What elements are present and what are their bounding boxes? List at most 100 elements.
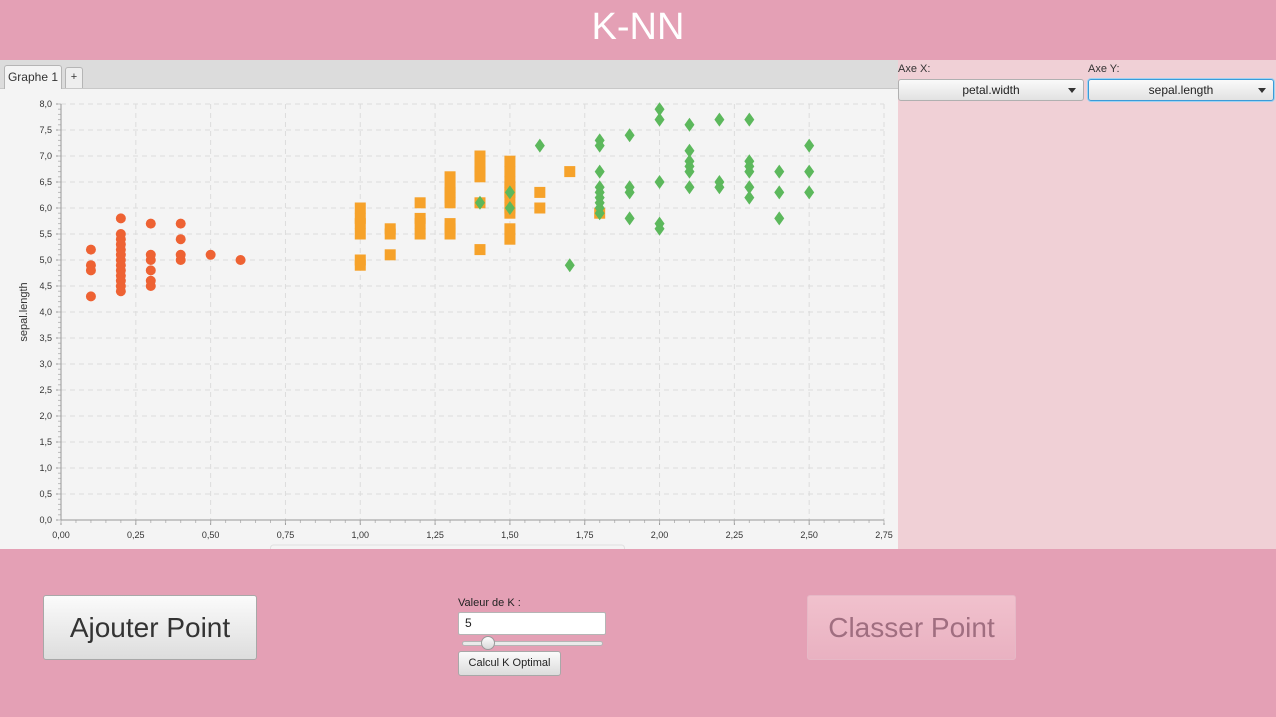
data-point-virginica xyxy=(534,138,545,153)
x-tick-label: 0,75 xyxy=(277,530,295,540)
data-point-versicolor xyxy=(504,166,516,178)
data-point-virginica xyxy=(774,185,785,200)
k-slider-thumb[interactable] xyxy=(481,636,496,650)
data-point-setosa xyxy=(85,291,96,302)
data-point-versicolor xyxy=(444,228,456,240)
axis-settings-panel: Axe X: petal.width Axe Y: sepal.length xyxy=(898,60,1276,549)
tab-graphe-1[interactable]: Graphe 1 xyxy=(4,65,62,89)
scatter-chart[interactable]: 0,0 0,5 1,0 1,5 2,0 2,5 3,0 3,5 4,0 4,5 5,0 5,5 6,0 6… xyxy=(0,89,898,549)
tab-header: Graphe 1 + xyxy=(0,60,898,89)
data-point-setosa xyxy=(85,265,96,276)
x-tick-label: 2,75 xyxy=(875,530,893,540)
data-point-versicolor xyxy=(564,166,576,178)
data-point-virginica xyxy=(624,128,635,143)
data-point-virginica xyxy=(804,185,815,200)
data-point-setosa xyxy=(205,249,216,260)
data-point-setosa xyxy=(235,255,246,265)
y-tick-label: 3,5 xyxy=(39,333,52,343)
data-point-virginica xyxy=(624,185,635,200)
classify-point-button[interactable]: Classer Point xyxy=(807,595,1016,660)
data-point-versicolor xyxy=(474,244,486,256)
y-tick-label: 6,0 xyxy=(39,203,52,213)
data-point-virginica xyxy=(684,117,695,132)
k-value-input[interactable]: 5 xyxy=(458,612,606,635)
data-point-versicolor xyxy=(354,259,366,271)
data-point-setosa xyxy=(115,286,126,297)
data-point-virginica xyxy=(804,164,815,179)
y-axis-dropdown-value: sepal.length xyxy=(1148,83,1214,97)
add-tab-button[interactable]: + xyxy=(65,67,83,88)
data-point-versicolor xyxy=(474,150,486,162)
x-tick-label: 0,25 xyxy=(127,530,145,540)
data-point-setosa xyxy=(145,265,156,276)
chevron-down-icon xyxy=(1258,88,1266,93)
data-point-virginica xyxy=(774,164,785,179)
data-point-setosa xyxy=(145,281,156,291)
y-tick-label: 7,0 xyxy=(39,151,52,161)
x-tick-label: 1,00 xyxy=(352,530,370,540)
data-point-versicolor xyxy=(504,233,516,245)
data-point-virginica xyxy=(684,143,695,158)
y-tick-label: 3,0 xyxy=(39,359,52,369)
x-tick-label: 2,00 xyxy=(651,530,669,540)
data-point-versicolor xyxy=(414,218,426,230)
data-point-setosa xyxy=(175,218,186,229)
x-tick-label: 0,50 xyxy=(202,530,220,540)
k-value-label: Valeur de K : xyxy=(458,597,521,609)
y-tick-label: 0,5 xyxy=(39,489,52,499)
data-point-virginica xyxy=(714,180,725,195)
y-axis-dropdown[interactable]: sepal.length xyxy=(1088,79,1274,101)
y-tick-label: 5,0 xyxy=(39,255,52,265)
data-point-virginica xyxy=(504,185,515,200)
x-tick-label: 1,25 xyxy=(426,530,444,540)
data-point-versicolor xyxy=(504,223,516,235)
x-axis-dropdown[interactable]: petal.width xyxy=(898,79,1084,101)
x-tick-label: 1,50 xyxy=(501,530,519,540)
data-point-virginica xyxy=(744,164,755,179)
data-point-virginica xyxy=(804,138,815,153)
data-point-virginica xyxy=(684,180,695,195)
data-point-versicolor xyxy=(534,186,546,198)
y-tick-label: 7,5 xyxy=(39,125,52,135)
y-tick-label: 1,0 xyxy=(39,463,52,473)
k-slider-track[interactable] xyxy=(462,641,603,646)
data-point-virginica xyxy=(654,112,665,127)
data-point-versicolor xyxy=(534,202,546,214)
data-point-setosa xyxy=(145,255,156,265)
data-point-virginica xyxy=(714,112,725,127)
x-tick-label: 1,75 xyxy=(576,530,594,540)
data-point-virginica xyxy=(654,175,665,189)
data-point-versicolor xyxy=(384,249,396,261)
plot-background xyxy=(61,104,884,520)
y-tick-label: 4,0 xyxy=(39,307,52,317)
chart-panel: Graphe 1 + 0,0 0,5 1,0 1,5 2,0 2,5 3,0 3,5 4,0 4,… xyxy=(0,60,898,549)
x-tick-label: 0,00 xyxy=(52,530,70,540)
data-point-virginica xyxy=(624,211,635,226)
data-point-versicolor xyxy=(444,197,456,209)
data-point-versicolor xyxy=(354,218,366,230)
data-point-virginica xyxy=(564,258,575,273)
chart-legend: SetosaVersicolorVirginicaSans catégorie xyxy=(270,544,625,549)
data-point-virginica xyxy=(504,201,515,215)
data-point-virginica xyxy=(774,211,785,226)
data-point-setosa xyxy=(175,255,186,265)
data-point-versicolor xyxy=(354,202,366,214)
y-tick-label: 2,0 xyxy=(39,411,52,421)
add-point-button[interactable]: Ajouter Point xyxy=(43,595,257,660)
x-axis-dropdown-value: petal.width xyxy=(962,83,1020,97)
data-point-setosa xyxy=(115,213,126,224)
x-axis-selector-label: Axe X: xyxy=(898,63,931,75)
optimal-k-button[interactable]: Calcul K Optimal xyxy=(458,651,561,676)
y-tick-label: 6,5 xyxy=(39,177,52,187)
data-point-virginica xyxy=(594,164,605,179)
y-axis-title: sepal.length xyxy=(18,282,30,341)
y-tick-label: 1,5 xyxy=(39,437,52,447)
chevron-down-icon xyxy=(1068,88,1076,93)
y-tick-label: 8,0 xyxy=(39,99,52,109)
data-point-virginica xyxy=(474,195,485,210)
y-tick-label: 2,5 xyxy=(39,385,52,395)
legend-box xyxy=(270,544,625,549)
data-point-versicolor xyxy=(474,171,486,183)
data-point-virginica xyxy=(744,112,755,127)
data-point-virginica xyxy=(744,190,755,205)
